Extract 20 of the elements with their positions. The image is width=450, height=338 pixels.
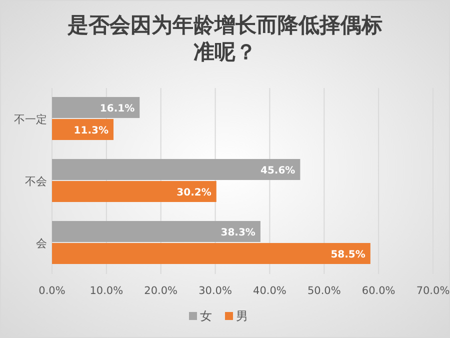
title: 是否会因为年龄增长而降低择偶标准呢？ (68, 13, 382, 64)
data-label: 45.6% (260, 166, 296, 176)
x-tick-label: 50.0% (307, 285, 341, 297)
x-tick-label: 60.0% (362, 285, 396, 297)
data-label: 58.5% (330, 250, 366, 260)
data-label: 11.3% (74, 126, 109, 136)
x-tick-label: 20.0% (144, 285, 178, 297)
x-tick-label: 30.0% (198, 285, 232, 297)
y-tick-label: 不会 (25, 175, 47, 188)
data-label: 30.2% (176, 188, 212, 198)
y-tick-label: 不一定 (14, 113, 47, 126)
x-tick-label: 40.0% (253, 285, 286, 297)
x-tick-label: 0.0% (38, 285, 66, 297)
data-label: 16.1% (100, 104, 135, 114)
x-tick-label: 10.0% (90, 285, 124, 297)
data-label: 38.3% (220, 228, 256, 238)
x-tick-label: 70.0% (416, 285, 450, 297)
legend-label: 女 (200, 309, 212, 323)
legend-label: 男 (236, 309, 248, 323)
y-tick-label: 会 (36, 237, 47, 250)
